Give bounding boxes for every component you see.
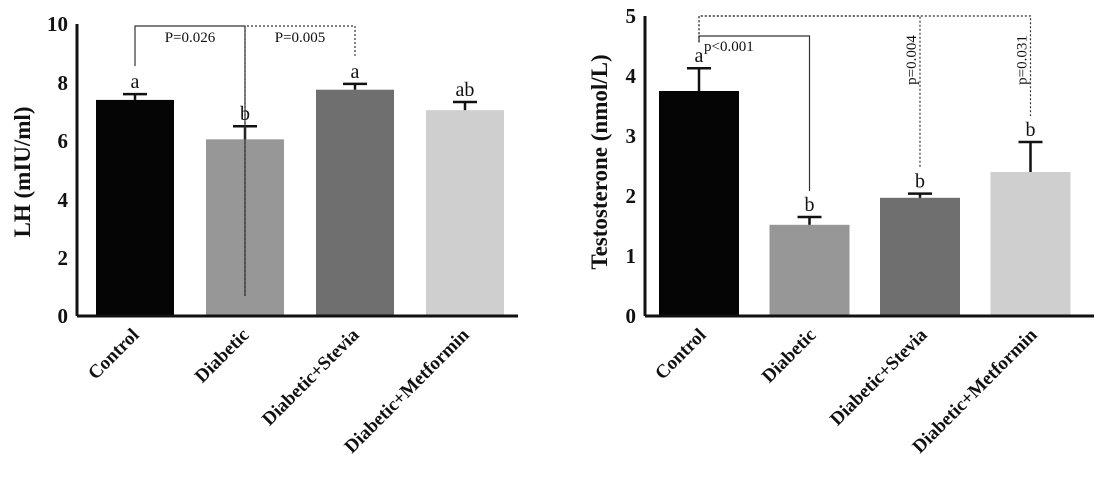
testosterone-bar (990, 172, 1071, 316)
testosterone-y-tick-label: 2 (626, 184, 637, 208)
testosterone-category-label: Diabetic+Metformin (909, 324, 1042, 457)
testosterone-significance-letter: a (695, 45, 704, 67)
testosterone-axes (643, 16, 1094, 318)
testosterone-y-tick-label: 4 (626, 64, 637, 88)
lh-y-tick-label: 8 (58, 71, 69, 95)
testosterone-chart: Testosterone (nmol/L) a b b b p<0.001 p=0.004… (587, 4, 1094, 458)
lh-comparison-bracket (244, 25, 356, 296)
testosterone-y-tick-label: 3 (626, 124, 637, 148)
lh-y-tick-label: 6 (58, 129, 69, 153)
testosterone-p-value-label: p<0.001 (704, 39, 754, 55)
testosterone-category-label: Diabetic (758, 325, 821, 388)
testosterone-y-tick-label: 5 (626, 4, 637, 28)
testosterone-significance-letter: b (915, 171, 925, 193)
lh-category-label: Diabetic+Metformin (341, 324, 474, 457)
lh-bar (426, 110, 504, 316)
lh-y-tick-label: 2 (58, 246, 69, 270)
lh-bar (316, 89, 394, 316)
testosterone-category-label: Diabetic+Stevia (826, 324, 932, 430)
lh-category-label: Control (84, 325, 143, 384)
testosterone-y-axis-label: Testosterone (nmol/L) (587, 54, 612, 269)
lh-significance-letter: ab (456, 79, 475, 101)
testosterone-significance-letter: b (1026, 119, 1036, 141)
testosterone-bar (880, 197, 960, 316)
lh-significance-letter: a (351, 61, 360, 83)
lh-y-tick-label: 10 (47, 12, 68, 36)
lh-p-value-label: P=0.026 (165, 30, 216, 46)
lh-y-tick-label: 0 (58, 304, 69, 328)
testosterone-comparison-bracket (698, 35, 811, 191)
testosterone-bar (769, 224, 850, 316)
testosterone-p-value-label: p=0.004 (904, 35, 920, 85)
lh-comparison-bracket (134, 25, 246, 296)
testosterone-y-tick-label: 1 (626, 244, 637, 268)
lh-bar (96, 99, 174, 316)
testosterone-bar (659, 91, 739, 316)
lh-category-label: Diabetic+Stevia (258, 324, 364, 430)
lh-p-value-label: P=0.005 (275, 30, 326, 46)
lh-y-tick-label: 4 (58, 188, 69, 212)
testosterone-y-tick-label: 0 (626, 304, 637, 328)
testosterone-p-value-label: p=0.031 (1015, 35, 1031, 85)
testosterone-comparison-bracket (698, 15, 1032, 116)
lh-category-label: Diabetic (191, 325, 254, 388)
lh-significance-letter: a (131, 71, 140, 93)
testosterone-significance-letter: b (805, 194, 815, 216)
lh-axes (75, 24, 518, 318)
testosterone-bars: a b b b p<0.001 p=0.004 p=0.031 (659, 15, 1071, 316)
testosterone-category-label: Control (651, 325, 710, 384)
lh-y-axis-label: LH (mIU/ml) (10, 107, 35, 238)
